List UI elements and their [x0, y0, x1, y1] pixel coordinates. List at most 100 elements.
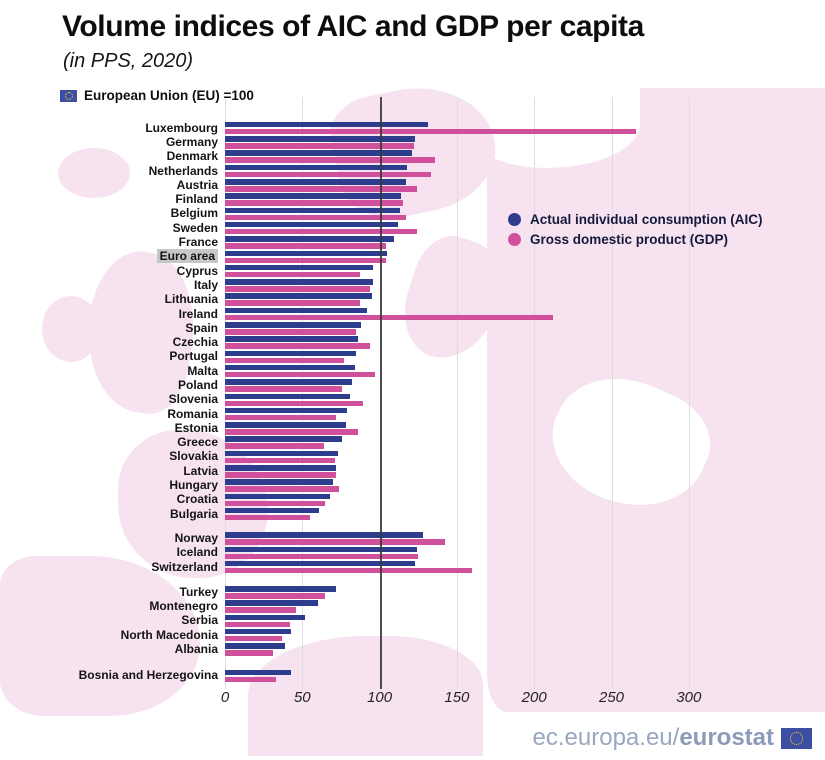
bar-pair [225, 614, 306, 628]
bar-pair [225, 628, 292, 642]
aic-bar [225, 336, 358, 342]
aic-legend-dot-icon [508, 213, 521, 226]
gridline [225, 97, 226, 689]
aic-bar [225, 507, 320, 514]
bar-pair [225, 600, 318, 613]
country-row: Latvia [0, 464, 825, 478]
bar-pair [225, 586, 337, 599]
country-label: Poland [177, 377, 218, 392]
bar-pair [225, 465, 337, 478]
aic-bar [225, 450, 338, 457]
gdp-bar [225, 472, 337, 478]
aic-bar [225, 236, 394, 242]
country-label: Albania [174, 642, 218, 657]
country-row: Cyprus [0, 264, 825, 278]
country-row: Bosnia and Herzegovina [0, 669, 825, 683]
gridline [534, 97, 536, 689]
aic-bar [225, 379, 352, 385]
bar-pair [225, 560, 473, 574]
country-label: Cyprus [176, 263, 218, 278]
gdp-bar [225, 676, 277, 683]
aic-bar [225, 532, 423, 538]
gdp-legend-dot-icon [508, 233, 521, 246]
legend-item-gdp: Gross domestic product (GDP) [508, 232, 763, 247]
bar-pair [225, 479, 340, 492]
gdp-bar [225, 171, 431, 178]
gdp-bar [225, 257, 386, 264]
aic-bar [225, 279, 374, 285]
aic-bar [225, 628, 292, 635]
map-landmass-ireland [42, 296, 100, 362]
country-label: Austria [176, 177, 218, 192]
gdp-bar [225, 607, 297, 613]
aic-bar [225, 293, 372, 299]
bar-pair [225, 193, 403, 206]
bar-pair [225, 407, 348, 421]
gdp-bar [225, 635, 283, 642]
bar-pair [225, 669, 292, 683]
country-row: Bulgaria [0, 507, 825, 521]
aic-bar [225, 560, 416, 567]
bar-pair [225, 293, 372, 306]
gdp-bar [225, 457, 335, 464]
country-row: Sweden [0, 221, 825, 235]
bar-pair [225, 236, 394, 249]
gdp-bar [225, 157, 436, 163]
chart-legend: Actual individual consumption (AIC) Gros… [508, 212, 763, 247]
group-spacer [0, 657, 825, 669]
aic-bar [225, 586, 337, 592]
map-landmass-iberia [0, 556, 200, 716]
aic-bar [225, 350, 357, 357]
country-row: Hungary [0, 478, 825, 492]
country-label: Bulgaria [169, 506, 218, 521]
bar-pair [225, 422, 358, 435]
country-label: Serbia [181, 613, 218, 628]
bar-pair [225, 379, 352, 392]
country-row: Austria [0, 178, 825, 192]
aic-bar [225, 546, 417, 552]
gdp-bar [225, 371, 375, 378]
gdp-bar [225, 300, 360, 306]
country-label: Ireland [178, 306, 218, 321]
bar-pair [225, 643, 286, 656]
aic-bar [225, 493, 331, 500]
country-row: Croatia [0, 493, 825, 507]
country-label: Denmark [166, 149, 218, 164]
country-row: Finland [0, 192, 825, 206]
country-label: Hungary [169, 478, 218, 493]
country-row: Germany [0, 135, 825, 149]
country-row: North Macedonia [0, 628, 825, 642]
gdp-bar [225, 414, 337, 421]
aic-bar [225, 250, 388, 257]
country-row: Slovakia [0, 450, 825, 464]
gdp-bar [225, 429, 358, 435]
bar-pair [225, 179, 417, 192]
gdp-bar [225, 228, 417, 235]
country-row: Norway [0, 531, 825, 545]
bar-pair [225, 450, 338, 464]
gdp-bar [225, 567, 473, 574]
country-label: Euro area [0, 249, 218, 264]
country-row: Portugal [0, 350, 825, 364]
country-label: Belgium [170, 206, 218, 221]
bar-pair [225, 350, 357, 364]
country-label: Croatia [176, 492, 218, 507]
country-row: France [0, 235, 825, 249]
legend-item-aic: Actual individual consumption (AIC) [508, 212, 763, 227]
country-row: Ireland [0, 307, 825, 321]
legend-label-gdp: Gross domestic product (GDP) [530, 232, 729, 247]
gridline [302, 97, 304, 689]
legend-label-aic: Actual individual consumption (AIC) [530, 212, 763, 227]
country-label: Lithuania [164, 292, 218, 307]
country-row: Montenegro [0, 600, 825, 614]
country-label: Slovenia [168, 392, 218, 407]
group-spacer [0, 574, 825, 585]
aic-bar [225, 193, 402, 199]
country-row: Euro area [0, 249, 825, 264]
gdp-bar [225, 128, 637, 135]
footer-url-eurostat: eurostat [679, 724, 774, 751]
gdp-bar [225, 621, 290, 628]
aic-bar [225, 393, 351, 400]
aic-bar [225, 465, 337, 471]
bar-pair [225, 336, 371, 349]
